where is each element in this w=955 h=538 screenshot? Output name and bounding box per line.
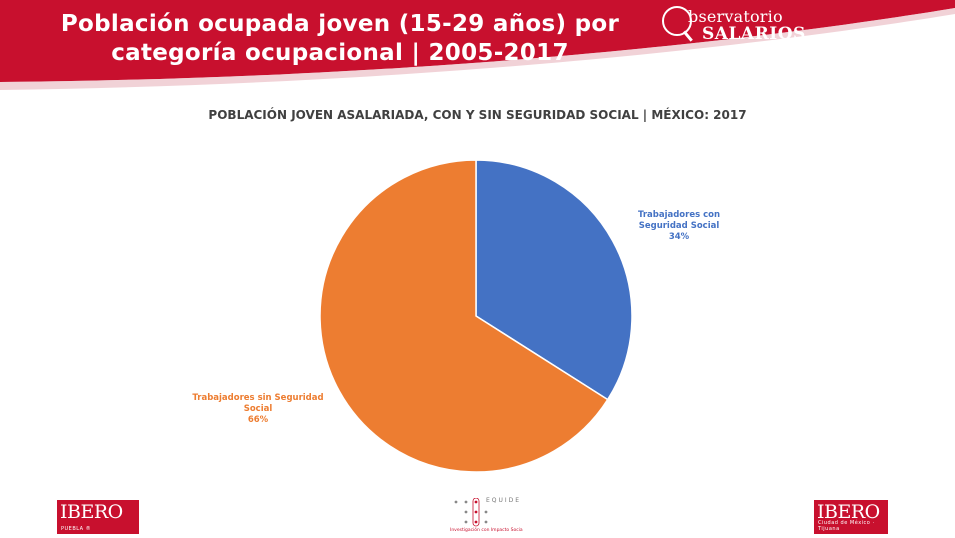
pie-slice-con-seguridad xyxy=(475,159,633,401)
header-banner xyxy=(0,0,955,90)
ibero-puebla-logo: IBERO PUEBLA ® xyxy=(57,500,139,534)
slice-label-value: 34% xyxy=(668,232,690,242)
ibero-cdmx-word: IBERO xyxy=(817,501,880,523)
page-title-line-1: Población ocupada joven (15-29 años) por xyxy=(60,11,620,37)
ibero-puebla-sub: PUEBLA ® xyxy=(61,526,92,532)
brand-line-2: SALARIOS xyxy=(702,24,806,44)
slice-label-value: 66% xyxy=(247,415,269,425)
ibero-cdmx-logo: IBERO Ciudad de México · Tijuana xyxy=(814,500,888,534)
observatorio-salarios-logo: bservatorio SALARIOS xyxy=(658,4,818,52)
ibero-puebla-word: IBERO xyxy=(60,501,123,523)
equide-tagline: Investigación con Impacto Socia xyxy=(450,528,523,533)
slice-label-text: Trabajadores sin Seguridad Social xyxy=(192,393,324,414)
brand-line-1: bservatorio xyxy=(688,7,783,26)
pie-slice-sin-seguridad xyxy=(319,159,609,473)
slice-label-con-seguridad: Trabajadores con Seguridad Social 34% xyxy=(612,210,746,243)
slice-label-sin-seguridad: Trabajadores sin Seguridad Social 66% xyxy=(178,393,338,426)
magnifier-icon xyxy=(662,6,692,36)
equide-logo: EQUIDE Investigación con Impacto Socia xyxy=(440,494,550,536)
ibero-cdmx-sub: Ciudad de México · Tijuana xyxy=(818,520,875,532)
equide-name: EQUIDE xyxy=(486,497,522,504)
slice-label-text: Trabajadores con Seguridad Social xyxy=(637,210,721,231)
chart-title: POBLACIÓN JOVEN ASALARIADA, CON Y SIN SE… xyxy=(208,108,747,122)
page-title-line-2: categoría ocupacional | 2005-2017 xyxy=(111,40,569,66)
page-title: Población ocupada joven (15-29 años) por… xyxy=(40,10,640,68)
equide-dots-icon xyxy=(454,498,488,527)
